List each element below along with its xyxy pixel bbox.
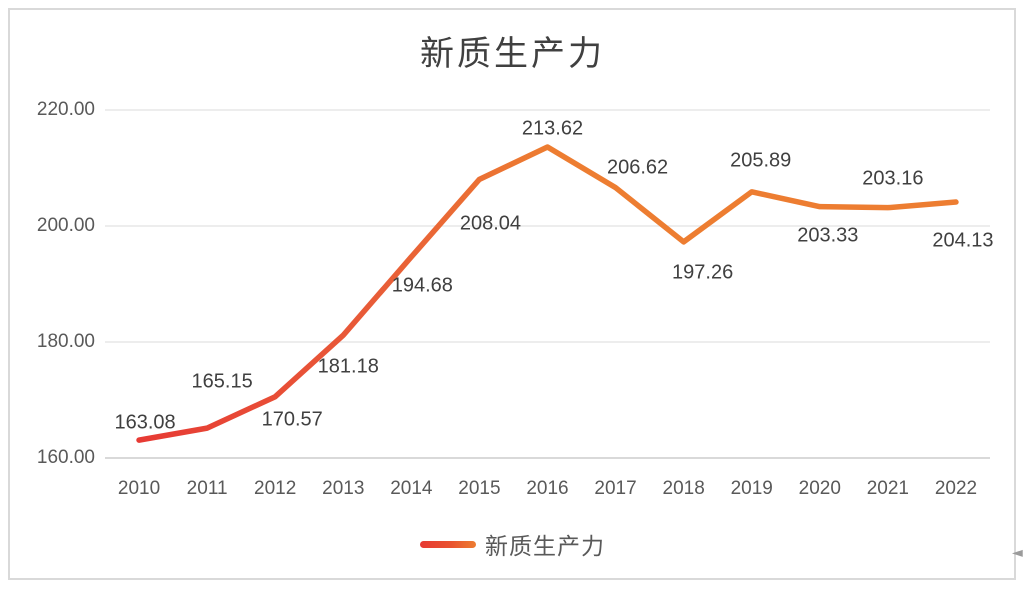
- y-tick-label: 200.00: [36, 215, 95, 236]
- data-label: 206.62: [606, 156, 669, 179]
- series-line[interactable]: [136, 144, 959, 443]
- data-label: 165.15: [191, 370, 253, 393]
- x-tick-label: 2018: [662, 478, 705, 499]
- data-label: 197.26: [672, 261, 734, 284]
- x-tick-label: 2019: [730, 478, 773, 499]
- legend[interactable]: 新质生产力: [0, 530, 1025, 560]
- x-tick-label: 2012: [254, 478, 297, 499]
- x-tick-label: 2021: [866, 478, 910, 499]
- data-label: 204.13: [932, 229, 994, 252]
- chart-title: 新质生产力: [420, 34, 605, 74]
- data-label: 194.68: [391, 274, 453, 297]
- data-label: 208.04: [459, 212, 522, 235]
- x-tick-label: 2017: [594, 478, 637, 499]
- x-tick-label: 2015: [458, 478, 501, 499]
- y-tick-label: 160.00: [36, 447, 95, 468]
- data-label: 163.08: [114, 411, 176, 434]
- legend-label: 新质生产力: [485, 534, 605, 560]
- legend-line-swatch-icon: [420, 540, 476, 548]
- x-tick-label: 2011: [186, 478, 228, 499]
- chart-frame[interactable]: [8, 8, 1016, 580]
- x-tick-label: 2013: [322, 478, 365, 499]
- y-tick-label: 220.00: [36, 99, 95, 120]
- x-tick-label: 2022: [934, 478, 978, 499]
- x-tick-label: 2014: [390, 478, 433, 499]
- data-label: 181.18: [317, 355, 379, 378]
- x-tick-label: 2010: [117, 478, 161, 499]
- data-label: 170.57: [261, 408, 323, 431]
- data-label: 213.62: [521, 117, 584, 140]
- data-label: 205.89: [730, 149, 792, 172]
- data-label: 203.16: [862, 167, 924, 190]
- chart-edge-arrow-icon: ◄: [1012, 545, 1023, 561]
- x-tick-label: 2020: [798, 478, 841, 499]
- y-tick-label: 180.00: [36, 331, 95, 352]
- x-tick-label: 2016: [526, 478, 569, 499]
- data-label: 203.33: [797, 224, 859, 247]
